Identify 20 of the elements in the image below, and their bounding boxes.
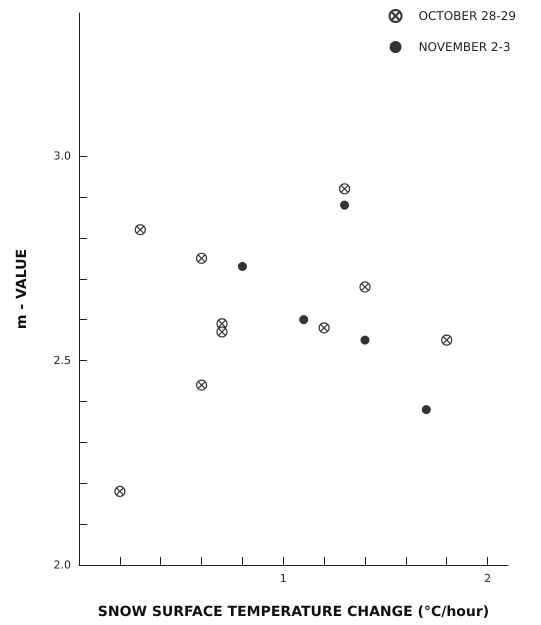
x-tick-label: 2 xyxy=(484,572,492,585)
point xyxy=(441,334,452,346)
point xyxy=(299,315,308,324)
y-tick-label: 2.5 xyxy=(54,354,71,368)
point xyxy=(340,200,350,210)
y-axis-title: m - VALUE xyxy=(14,248,30,330)
legend-label: OCTOBER 28-29 xyxy=(418,9,516,23)
x-axis-title: SNOW SURFACE TEMPERATURE CHANGE (°C/hour) xyxy=(98,604,490,620)
point xyxy=(134,224,146,236)
point xyxy=(238,262,247,272)
point xyxy=(359,281,371,293)
point xyxy=(338,183,350,194)
point xyxy=(114,486,126,497)
y-tick-label: 2.0 xyxy=(54,558,71,572)
point xyxy=(422,405,431,414)
x-tick-label: 1 xyxy=(280,572,287,585)
point xyxy=(196,252,208,264)
y-tick-label: 3.0 xyxy=(54,150,71,163)
legend-label: NOVEMBER 2-3 xyxy=(418,40,510,54)
point xyxy=(360,336,370,345)
